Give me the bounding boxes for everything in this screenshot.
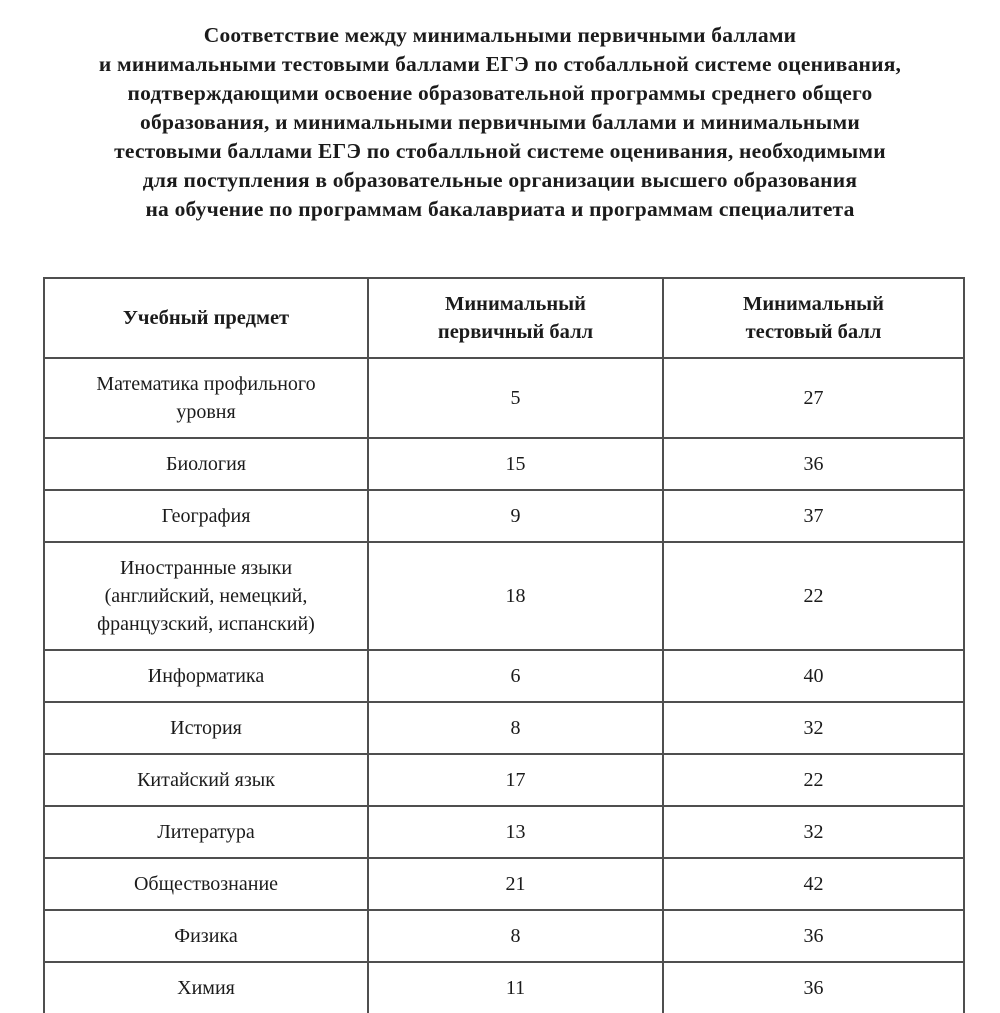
test-score-cell: 36 bbox=[662, 909, 965, 963]
primary-score-cell: 6 bbox=[367, 649, 664, 703]
test-score-cell: 36 bbox=[662, 961, 965, 1013]
header-test-score: Минимальный тестовый балл bbox=[662, 277, 965, 359]
primary-score-cell: 17 bbox=[367, 753, 664, 807]
title-line: Соответствие между минимальными первичны… bbox=[203, 23, 797, 47]
subject-cell: Обществознание bbox=[43, 857, 369, 911]
table-header-row: Учебный предмет Минимальный первичный ба… bbox=[43, 277, 965, 359]
subject-cell: Информатика bbox=[43, 649, 369, 703]
subject-cell: История bbox=[43, 701, 369, 755]
subject-cell: Математика профильного уровня bbox=[43, 357, 369, 439]
title-line: на обучение по программам бакалавриата и… bbox=[145, 197, 855, 221]
test-score-cell: 22 bbox=[662, 541, 965, 651]
table-row: Информатика 6 40 bbox=[43, 649, 965, 703]
primary-score-cell: 18 bbox=[367, 541, 664, 651]
test-score-cell: 40 bbox=[662, 649, 965, 703]
primary-score-cell: 5 bbox=[367, 357, 664, 439]
min-scores-table: Учебный предмет Минимальный первичный ба… bbox=[43, 277, 965, 1013]
title-line: образования, и минимальными первичными б… bbox=[140, 110, 860, 134]
table-row: Физика 8 36 bbox=[43, 909, 965, 963]
title-line: и минимальными тестовыми баллами ЕГЭ по … bbox=[98, 52, 902, 76]
test-score-cell: 32 bbox=[662, 805, 965, 859]
table-row: Математика профильного уровня 5 27 bbox=[43, 357, 965, 439]
test-score-cell: 22 bbox=[662, 753, 965, 807]
test-score-cell: 27 bbox=[662, 357, 965, 439]
subject-cell: Химия bbox=[43, 961, 369, 1013]
subject-cell: География bbox=[43, 489, 369, 543]
subject-cell: Биология bbox=[43, 437, 369, 491]
table-row: История 8 32 bbox=[43, 701, 965, 755]
table-row: Химия 11 36 bbox=[43, 961, 965, 1013]
title-line: тестовыми баллами ЕГЭ по стобалльной сис… bbox=[114, 139, 886, 163]
subject-cell: Китайский язык bbox=[43, 753, 369, 807]
test-score-cell: 36 bbox=[662, 437, 965, 491]
subject-cell: Литература bbox=[43, 805, 369, 859]
table-row: Биология 15 36 bbox=[43, 437, 965, 491]
subject-cell: Физика bbox=[43, 909, 369, 963]
table-row: Литература 13 32 bbox=[43, 805, 965, 859]
test-score-cell: 42 bbox=[662, 857, 965, 911]
primary-score-cell: 9 bbox=[367, 489, 664, 543]
test-score-cell: 32 bbox=[662, 701, 965, 755]
primary-score-cell: 8 bbox=[367, 909, 664, 963]
header-primary-score: Минимальный первичный балл bbox=[367, 277, 664, 359]
primary-score-cell: 21 bbox=[367, 857, 664, 911]
table-row: Обществознание 21 42 bbox=[43, 857, 965, 911]
primary-score-cell: 8 bbox=[367, 701, 664, 755]
primary-score-cell: 11 bbox=[367, 961, 664, 1013]
primary-score-cell: 15 bbox=[367, 437, 664, 491]
header-subject: Учебный предмет bbox=[43, 277, 369, 359]
title-line: подтверждающими освоение образовательной… bbox=[127, 81, 873, 105]
table-row: Иностранные языки (английский, немецкий,… bbox=[43, 541, 965, 651]
test-score-cell: 37 bbox=[662, 489, 965, 543]
table-row: География 9 37 bbox=[43, 489, 965, 543]
page-title: Соответствие между минимальными первичны… bbox=[20, 21, 980, 224]
primary-score-cell: 13 bbox=[367, 805, 664, 859]
subject-cell: Иностранные языки (английский, немецкий,… bbox=[43, 541, 369, 651]
title-line: для поступления в образовательные органи… bbox=[142, 168, 858, 192]
table-row: Китайский язык 17 22 bbox=[43, 753, 965, 807]
